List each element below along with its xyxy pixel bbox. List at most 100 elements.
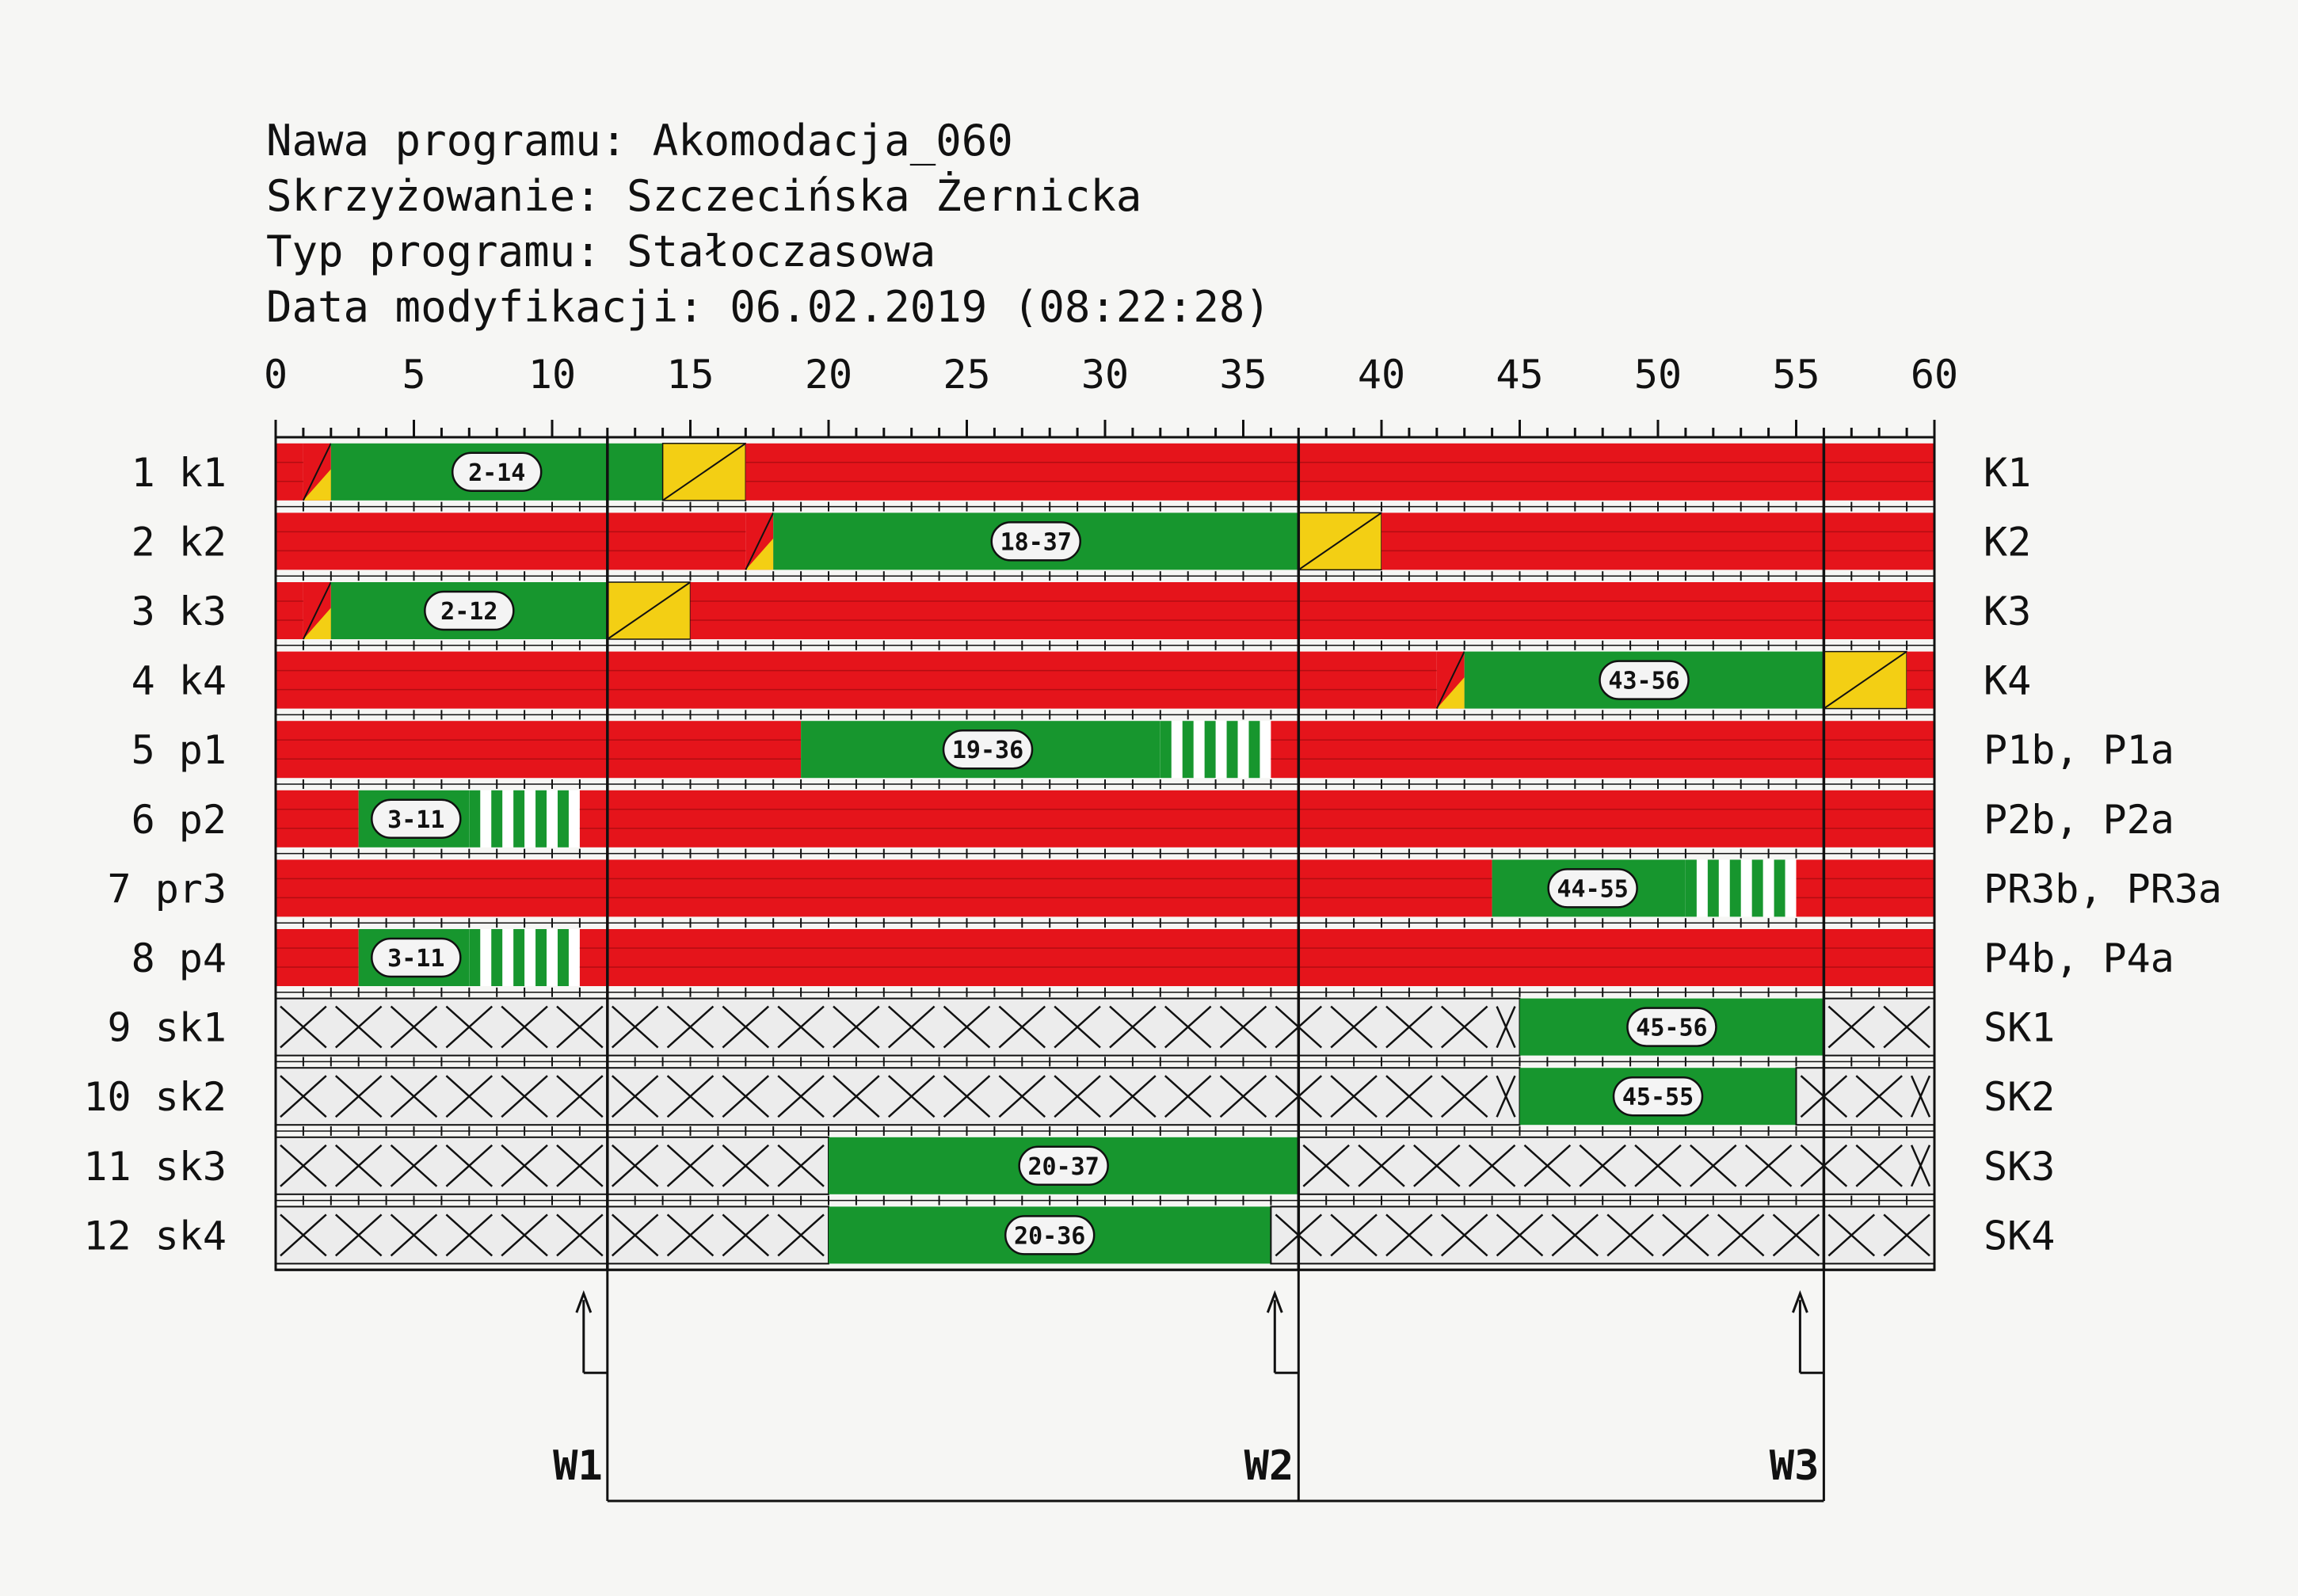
signal-row-12: 20-36 bbox=[275, 1206, 1935, 1265]
green-interval-pill bbox=[1599, 660, 1690, 700]
cross-mark bbox=[1744, 1144, 1793, 1187]
cross-mark bbox=[777, 1144, 825, 1187]
flash-stripe bbox=[1160, 721, 1172, 779]
flash-stripe bbox=[1226, 721, 1238, 779]
green-interval-label: 3-11 bbox=[387, 945, 444, 973]
x-tick-label: 35 bbox=[1219, 352, 1267, 398]
red-amber-diagonal bbox=[745, 512, 775, 570]
x-tick-label: 10 bbox=[528, 352, 576, 398]
x-tick-label: 50 bbox=[1634, 352, 1682, 398]
green-interval-label: 20-37 bbox=[1027, 1153, 1099, 1181]
cross-mark bbox=[1855, 1144, 1903, 1187]
cross-mark bbox=[1910, 1075, 1931, 1118]
intersection-name: Skrzyżowanie: Szczecińska Żernicka bbox=[266, 171, 1141, 221]
cross-mark bbox=[1164, 1005, 1212, 1049]
cross-mark bbox=[390, 1213, 438, 1257]
cross-mark bbox=[556, 1213, 604, 1257]
green-interval-pill bbox=[1626, 1007, 1717, 1047]
cross-mark bbox=[998, 1075, 1046, 1118]
amber-wedge bbox=[303, 608, 331, 639]
green-interval-pill bbox=[1018, 1145, 1109, 1187]
signal-row-3: 2-12 bbox=[276, 581, 1934, 640]
phase-markers: W1 W2 W3 bbox=[553, 437, 1826, 1503]
red-segment bbox=[579, 790, 1934, 848]
cross-mark bbox=[1385, 1213, 1433, 1257]
cross-mark bbox=[1634, 1144, 1682, 1187]
flash-stripe bbox=[1707, 859, 1719, 917]
signal-row-7: 44-55 bbox=[276, 859, 1934, 917]
flash-stripe bbox=[491, 790, 503, 848]
flash-stripe bbox=[557, 790, 569, 848]
inactive-segment bbox=[275, 997, 1521, 1057]
green-interval-label: 20-36 bbox=[1014, 1222, 1085, 1250]
inactive-segment bbox=[1823, 997, 1935, 1057]
red-segment bbox=[276, 582, 303, 639]
cross-mark bbox=[1662, 1213, 1709, 1257]
cross-mark bbox=[1855, 1075, 1903, 1118]
cross-mark bbox=[1440, 1005, 1488, 1049]
cross-mark bbox=[1330, 1005, 1378, 1049]
cross-mark bbox=[1219, 1075, 1267, 1118]
signal-group-id: 7 pr3 bbox=[107, 866, 227, 912]
inactive-segment bbox=[1795, 1067, 1935, 1126]
signal-group-id: 5 p1 bbox=[131, 727, 227, 773]
signal-heads-label: P2b, P2a bbox=[1984, 797, 2174, 843]
green-interval-label: 44-55 bbox=[1557, 875, 1628, 903]
signal-group-id: 3 k3 bbox=[131, 589, 227, 634]
amber-wedge bbox=[303, 469, 331, 501]
flash-stripe bbox=[1729, 859, 1741, 917]
signal-group-id: 9 sk1 bbox=[107, 1005, 227, 1051]
signal-row-1: 2-14 bbox=[276, 442, 1934, 501]
signal-group-labels: 1 k1 K1 2 k2 K2 3 k3 K3 4 k4 K4 5 p1 P1b, P1a 6 p2… bbox=[83, 450, 2222, 1259]
amber-diagonal bbox=[607, 581, 692, 640]
cross-mark bbox=[1440, 1213, 1488, 1257]
cross-mark bbox=[280, 1075, 327, 1118]
cross-mark bbox=[1717, 1213, 1765, 1257]
red-amber-diagonal bbox=[303, 581, 332, 640]
x-tick-label: 30 bbox=[1081, 352, 1129, 398]
flash-stripe bbox=[1774, 859, 1785, 917]
signal-group-id: 6 p2 bbox=[131, 797, 227, 843]
signal-row-4: 43-56 bbox=[276, 650, 1934, 710]
green-interval-pill bbox=[371, 798, 462, 840]
cross-mark bbox=[556, 1144, 604, 1187]
cross-mark bbox=[1551, 1213, 1599, 1257]
flash-stripe bbox=[491, 929, 503, 986]
flash-stripe bbox=[1182, 721, 1194, 779]
x-tick-label: 25 bbox=[943, 352, 990, 398]
cross-mark bbox=[666, 1075, 715, 1118]
green-interval-label: 3-11 bbox=[387, 806, 444, 834]
cross-mark bbox=[887, 1005, 936, 1049]
cross-mark bbox=[1302, 1144, 1350, 1187]
cross-mark bbox=[501, 1005, 548, 1049]
cross-mark bbox=[611, 1144, 659, 1187]
cross-mark bbox=[722, 1075, 770, 1118]
signal-heads-label: K2 bbox=[1984, 519, 2031, 565]
x-tick-label: 0 bbox=[264, 352, 288, 398]
cross-mark bbox=[334, 1075, 383, 1118]
phase-label: W2 bbox=[1244, 1442, 1294, 1490]
plot-frame bbox=[274, 436, 1936, 1271]
green-interval-label: 45-55 bbox=[1622, 1084, 1694, 1111]
phase-arrow bbox=[1266, 1289, 1299, 1374]
amber-diagonal bbox=[1823, 650, 1907, 710]
cross-mark bbox=[887, 1075, 936, 1118]
program-type: Typ programu: Stałoczasowa bbox=[266, 227, 936, 276]
red-segment bbox=[276, 859, 1492, 917]
cross-mark bbox=[1883, 1005, 1930, 1049]
flash-stripe bbox=[513, 790, 525, 848]
cross-mark bbox=[833, 1075, 880, 1118]
program-name: Nawa programu: Akomodacja_060 bbox=[266, 116, 1013, 166]
cross-mark bbox=[1109, 1075, 1157, 1118]
cross-mark bbox=[1690, 1144, 1737, 1187]
flash-stripe bbox=[557, 929, 569, 986]
green-interval-label: 18-37 bbox=[1000, 528, 1072, 556]
cross-mark bbox=[1330, 1213, 1378, 1257]
cross-mark bbox=[833, 1005, 880, 1049]
cross-mark bbox=[998, 1005, 1046, 1049]
cross-mark bbox=[556, 1005, 604, 1049]
cross-mark bbox=[334, 1144, 383, 1187]
cross-mark bbox=[1440, 1075, 1488, 1118]
cross-mark bbox=[666, 1213, 715, 1257]
